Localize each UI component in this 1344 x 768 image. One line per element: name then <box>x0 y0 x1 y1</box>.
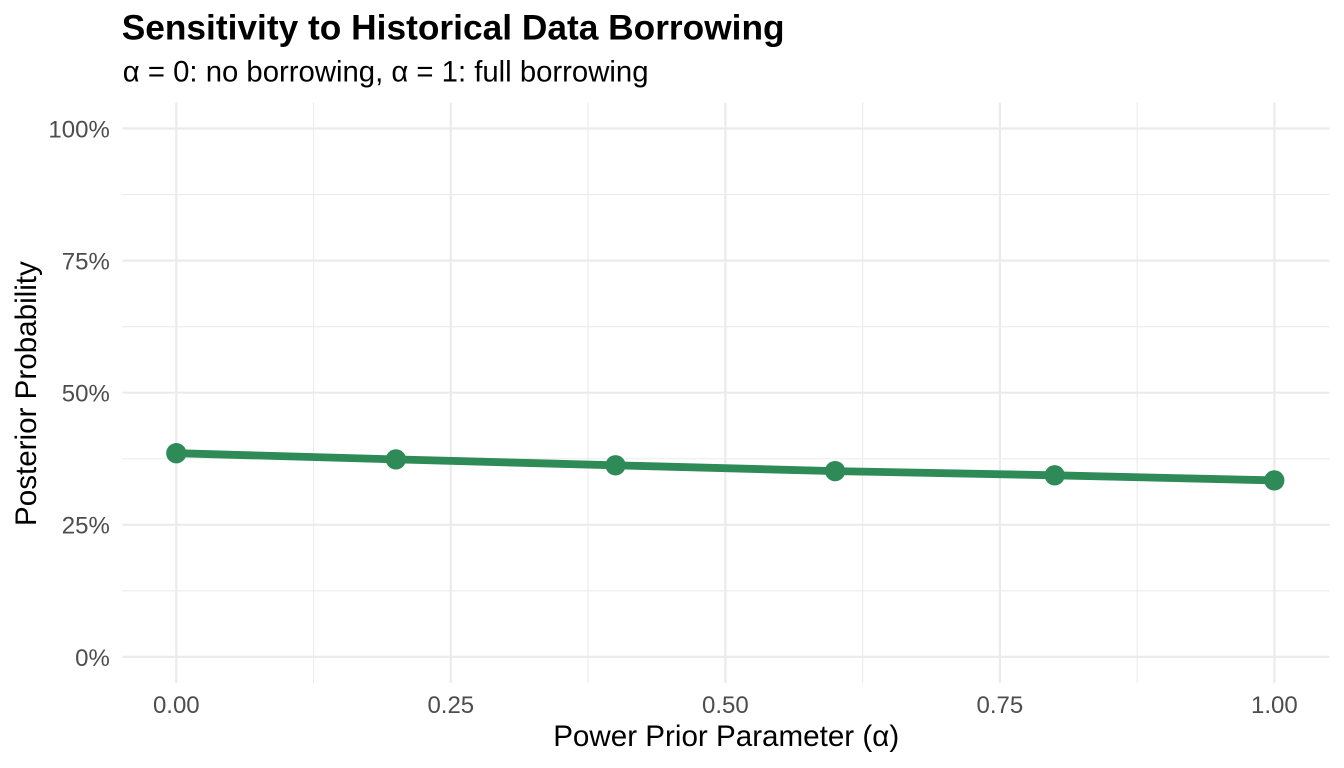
svg-text:α = 0: no borrowing, α = 1: fu: α = 0: no borrowing, α = 1: full borrowi… <box>123 56 649 89</box>
svg-text:1.00: 1.00 <box>1251 692 1298 719</box>
svg-text:0%: 0% <box>75 645 110 672</box>
svg-text:Power Prior Parameter (α): Power Prior Parameter (α) <box>553 720 899 753</box>
svg-text:100%: 100% <box>48 116 109 143</box>
svg-text:0.50: 0.50 <box>702 692 749 719</box>
svg-text:0.25: 0.25 <box>427 692 474 719</box>
svg-text:Sensitivity to Historical Data: Sensitivity to Historical Data Borrowing <box>122 9 785 48</box>
svg-text:0.75: 0.75 <box>977 692 1024 719</box>
svg-text:50%: 50% <box>62 381 110 408</box>
svg-text:0.00: 0.00 <box>153 692 200 719</box>
svg-text:25%: 25% <box>62 513 110 540</box>
svg-text:Posterior Probability: Posterior Probability <box>10 261 43 526</box>
svg-text:75%: 75% <box>62 249 110 276</box>
